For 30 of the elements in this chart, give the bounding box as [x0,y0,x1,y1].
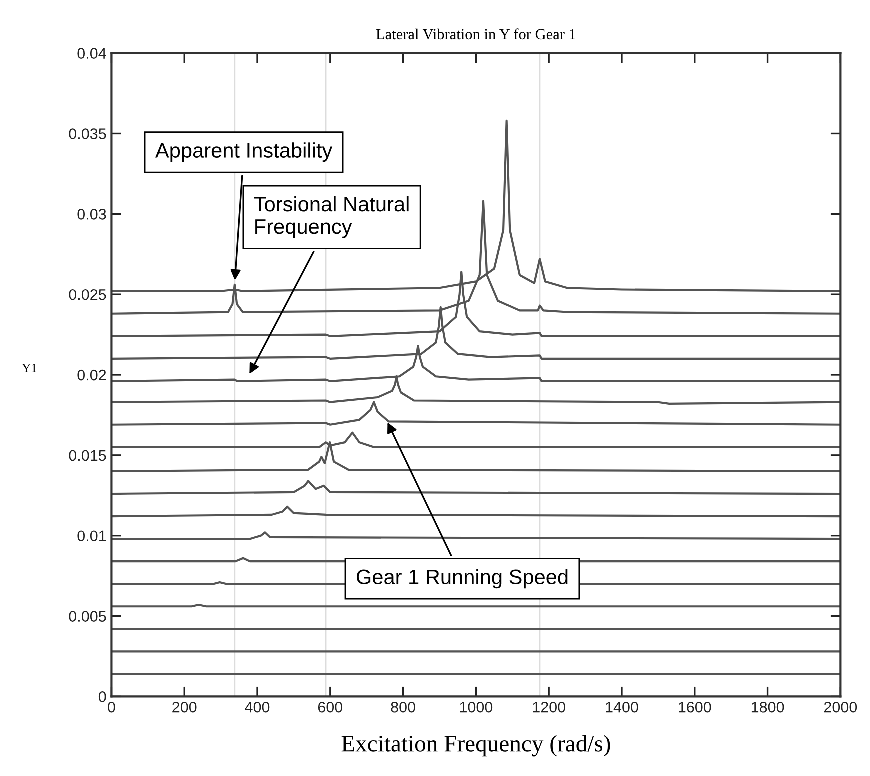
x-tick-label: 1000 [460,702,493,713]
chart-title: Lateral Vibration in Y for Gear 1 [376,28,576,40]
y-tick-label: 0.005 [69,611,106,622]
y-tick-label: 0.015 [69,450,106,462]
y-tick-label: 0.03 [78,209,106,220]
y-tick-label: 0.04 [78,48,106,59]
x-tick-label: 1400 [606,702,638,713]
line-series [112,480,841,496]
y-tick-label: 0.02 [78,370,106,381]
x-axis-title: Excitation Frequency (rad/s) [342,735,610,757]
x-tick-label: 800 [391,702,416,713]
y-axis-title: Y1 [22,364,37,372]
annotation: Gear 1 Running Speed [356,569,568,589]
x-tick-label: 1200 [533,702,566,713]
line-series [112,401,841,426]
annotation: Apparent Instability [155,142,333,162]
annotation: Torsional Natural Frequency [254,196,409,238]
y-tick-label: 0 [98,692,106,702]
y-tick-label: 0.025 [69,289,106,300]
line-series [112,506,841,518]
x-tick-label: 400 [245,702,270,713]
x-tick-label: 1600 [679,702,712,713]
x-tick-label: 600 [318,702,343,713]
y-tick-label: 0.01 [78,530,106,542]
x-tick-label: 0 [108,702,116,713]
x-tick-label: 1800 [752,702,784,713]
x-tick-label: 2000 [824,702,858,713]
line-series [112,532,841,540]
y-tick-label: 0.035 [69,128,106,140]
x-tick-label: 200 [172,702,197,713]
